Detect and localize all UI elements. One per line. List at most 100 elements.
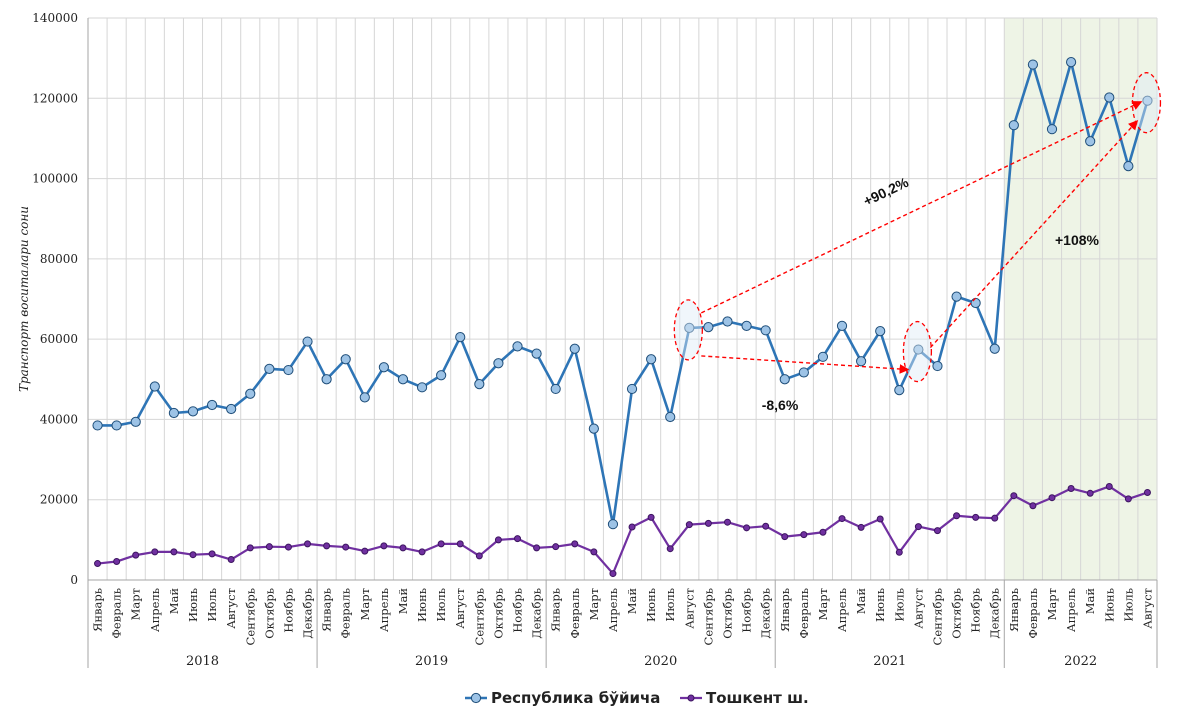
x-tick-label: Ноябрь <box>511 588 525 633</box>
data-point <box>703 322 714 333</box>
data-point <box>284 543 292 551</box>
x-tick-label: Октябрь <box>720 588 734 639</box>
data-point <box>130 416 141 427</box>
data-point <box>189 551 197 559</box>
data-point <box>378 362 389 373</box>
highlight-ellipse <box>673 299 703 361</box>
x-tick-label: Октябрь <box>491 588 505 639</box>
year-label: 2022 <box>1064 654 1097 669</box>
annotation-plus-108: +108% <box>1055 232 1100 248</box>
data-point <box>359 392 370 403</box>
year-label: 2021 <box>873 654 906 669</box>
data-point <box>914 523 922 531</box>
data-point <box>323 542 331 550</box>
data-point <box>550 383 561 395</box>
axes <box>87 18 1158 668</box>
legend-label-republic: Республика бўйича <box>491 689 660 707</box>
data-point <box>206 399 218 411</box>
y-tick-label: 0 <box>70 573 78 587</box>
x-tick-label: Октябрь <box>950 588 964 639</box>
legend-item-tashkent: Тошкент ш. <box>680 689 809 707</box>
year-label: 2019 <box>415 654 448 669</box>
y-tick-label: 40000 <box>40 412 78 426</box>
data-point <box>1105 482 1113 490</box>
year-label: 2020 <box>644 654 677 669</box>
data-point <box>245 388 256 399</box>
data-point <box>951 291 962 302</box>
data-point <box>227 556 235 564</box>
data-point <box>342 543 350 551</box>
x-tick-label: Февраль <box>339 588 353 639</box>
data-point <box>704 519 712 527</box>
data-point <box>875 326 886 337</box>
x-tick-label: Август <box>453 588 467 629</box>
data-point <box>455 332 466 343</box>
arrow-90-2 <box>701 101 1143 314</box>
x-tick-label: Март <box>816 588 830 620</box>
data-point <box>380 542 388 550</box>
y-tick-label: 100000 <box>32 172 78 186</box>
data-point <box>533 544 541 552</box>
data-point <box>989 343 1000 354</box>
x-tick-label: Сентябрь <box>472 588 486 645</box>
data-point <box>113 558 121 566</box>
y-tick-label: 20000 <box>40 493 78 507</box>
data-point <box>798 367 809 378</box>
data-point <box>170 548 178 556</box>
x-tick-label: Ноябрь <box>740 588 754 633</box>
x-tick-label: Ноябрь <box>969 588 983 633</box>
data-point <box>741 320 752 331</box>
data-point <box>111 420 122 431</box>
data-point <box>512 341 523 352</box>
y-tick-labels: 0 20000 40000 60000 80000 100000 120000 140000 <box>32 11 78 587</box>
data-point <box>933 527 941 535</box>
x-tick-labels: Январь Февраль Март Апрель Май Июнь Июль Август… <box>91 588 1155 646</box>
data-point <box>626 383 638 395</box>
x-tick-label: Май <box>854 588 868 615</box>
data-point <box>1010 492 1018 500</box>
data-point <box>1085 136 1096 147</box>
legend-marker-republic <box>470 692 482 704</box>
data-point <box>208 550 216 558</box>
x-tick-label: Май <box>1083 588 1097 615</box>
data-point <box>321 374 332 385</box>
data-point <box>1124 495 1132 503</box>
data-point <box>760 325 771 336</box>
x-tick-label: Март <box>358 588 372 620</box>
x-tick-label: Февраль <box>797 588 811 639</box>
data-point <box>913 344 924 355</box>
y-tick-label: 60000 <box>40 332 78 346</box>
x-tick-label: Сентябрь <box>243 588 257 645</box>
x-tick-label: Февраль <box>110 588 124 639</box>
x-tick-label: Июнь <box>644 588 658 622</box>
data-point <box>418 548 426 556</box>
data-point <box>132 551 140 559</box>
data-point <box>304 540 312 548</box>
data-point <box>168 407 180 419</box>
data-point <box>817 351 829 362</box>
y-tick-label: 140000 <box>32 11 78 25</box>
data-point <box>953 512 961 520</box>
data-point <box>894 385 905 396</box>
data-point <box>800 531 808 539</box>
x-tick-label: Март <box>129 588 143 620</box>
year-labels: 2018 2019 2020 2021 2022 <box>186 654 1097 669</box>
x-tick-label: Август <box>911 588 925 629</box>
x-tick-label: Февраль <box>568 588 582 639</box>
data-point <box>1065 57 1077 68</box>
x-tick-label: Январь <box>549 588 563 632</box>
data-point <box>1067 484 1075 492</box>
x-tick-label: Август <box>1140 588 1154 629</box>
data-point <box>970 297 981 309</box>
y-axis-label: Транспорт воситалари сони <box>17 206 31 392</box>
x-tick-label: Декабрь <box>301 588 315 639</box>
data-point <box>569 343 580 354</box>
x-tick-label: Июнь <box>186 588 200 622</box>
data-point <box>723 518 731 526</box>
data-point <box>340 354 351 365</box>
x-tick-label: Октябрь <box>262 588 276 639</box>
x-tick-label: Январь <box>1007 588 1021 632</box>
data-point <box>1123 161 1134 172</box>
data-point <box>647 513 655 521</box>
